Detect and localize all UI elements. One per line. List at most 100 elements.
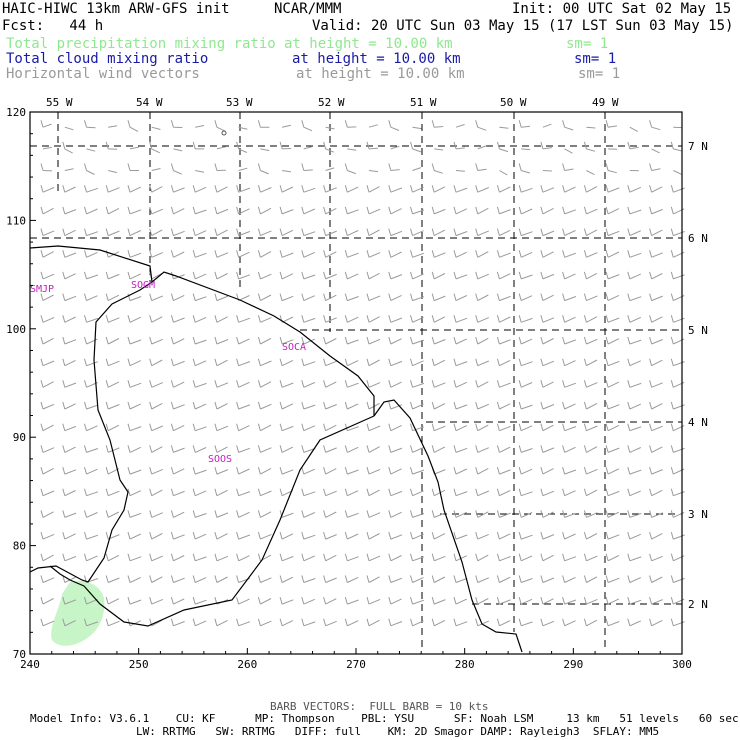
wind-barb (301, 553, 316, 562)
wind-barb (149, 596, 163, 605)
wind-barb (279, 618, 294, 627)
wind-barb (257, 336, 272, 345)
wind-barb (366, 531, 380, 540)
field-wind-name: Horizontal wind vectors (6, 66, 200, 82)
wind-barb (105, 596, 120, 605)
wind-barb (236, 423, 250, 432)
x-tick-label: 240 (20, 658, 40, 671)
wind-barb (499, 170, 508, 176)
wind-barb (279, 206, 294, 215)
wind-barb (649, 423, 663, 432)
wind-barb (323, 531, 337, 540)
wind-barb (605, 336, 620, 345)
x-tick-label: 270 (346, 658, 366, 671)
wind-barb (192, 185, 207, 193)
wind-barb (410, 618, 424, 627)
wind-barb (670, 185, 685, 193)
wind-barb (301, 336, 316, 345)
wind-barb (649, 553, 663, 562)
wind-barb (127, 120, 139, 132)
wind-barb (453, 488, 468, 497)
wind-barb (431, 271, 446, 280)
wind-barb (475, 315, 489, 323)
wind-barb (366, 575, 380, 583)
wind-barb (192, 293, 207, 302)
wind-barb (627, 315, 642, 323)
wind-barb (323, 401, 337, 410)
wind-barb (344, 445, 359, 453)
wind-barb (344, 315, 359, 323)
wind-barb (388, 228, 403, 237)
wind-barb (453, 336, 468, 345)
wind-barb (323, 488, 337, 497)
wind-barb (192, 315, 207, 323)
wind-barb (496, 488, 511, 497)
wind-barb (627, 271, 641, 280)
model-info-line1: Model Info: V3.6.1 CU: KF MP: Thompson P… (30, 712, 739, 725)
wind-barb (170, 206, 185, 215)
wind-barb (410, 423, 425, 432)
wind-barb (475, 401, 489, 410)
wind-barb (453, 228, 468, 237)
wind-barb (540, 401, 555, 410)
wind-barb (583, 315, 598, 323)
wind-barb (238, 167, 248, 171)
wind-barb (475, 488, 489, 497)
wind-barb (562, 315, 576, 323)
wind-barb (257, 423, 272, 432)
wind-barb (540, 206, 554, 215)
station-label-smjp: SMJP (30, 284, 54, 295)
wind-barb (214, 510, 229, 518)
wind-barb (605, 553, 620, 562)
wind-barb (62, 445, 76, 453)
wind-barb (344, 488, 359, 497)
wind-barb (192, 271, 207, 280)
wind-barb (388, 250, 402, 258)
wind-barb (149, 445, 163, 453)
wind-barb (214, 163, 226, 171)
wind-barb (627, 336, 642, 345)
field-precip-height: at height = 10.00 km (284, 36, 453, 52)
wind-barb (453, 466, 468, 475)
wind-barb (605, 618, 620, 627)
wind-barb (40, 553, 54, 562)
wind-barb (496, 531, 511, 540)
wind-barb (301, 445, 316, 453)
wind-barb (62, 206, 77, 215)
wind-barb (627, 250, 642, 258)
wind-barb (62, 358, 76, 367)
wind-barb (388, 185, 403, 193)
wind-barb (236, 380, 250, 388)
wind-barb (583, 596, 598, 605)
field-precip-name: Total precipitation mixing ratio (6, 36, 276, 52)
wind-barb (431, 336, 446, 345)
wind-barb (496, 445, 511, 453)
wind-barb (518, 466, 533, 475)
wind-barb (540, 293, 554, 302)
wind-barb (388, 271, 403, 280)
title-left: HAIC-HIWC 13km ARW-GFS init (2, 1, 230, 17)
wind-barb (496, 141, 509, 153)
wind-barb (605, 358, 620, 367)
wind-barb (496, 185, 511, 193)
wind-barb (279, 293, 294, 302)
wind-barb (84, 423, 98, 432)
wind-barb (149, 488, 163, 497)
wind-barb (149, 141, 161, 154)
wind-barb (649, 271, 663, 280)
wind-barb (410, 271, 424, 280)
wind-barb (388, 423, 402, 432)
wind-barb (214, 466, 229, 475)
wind-barb (368, 124, 378, 128)
wind-barb (236, 141, 248, 153)
wind-barb (540, 315, 555, 323)
wind-barb (62, 531, 76, 540)
field-cloud-sm: sm= 1 (574, 51, 617, 67)
wind-barb (301, 271, 316, 280)
wind-barb (62, 336, 77, 345)
wind-barb (366, 596, 381, 605)
wind-barb (475, 510, 489, 518)
wind-barb (366, 358, 380, 367)
wind-barb (149, 380, 163, 388)
wind-barb (170, 510, 185, 518)
